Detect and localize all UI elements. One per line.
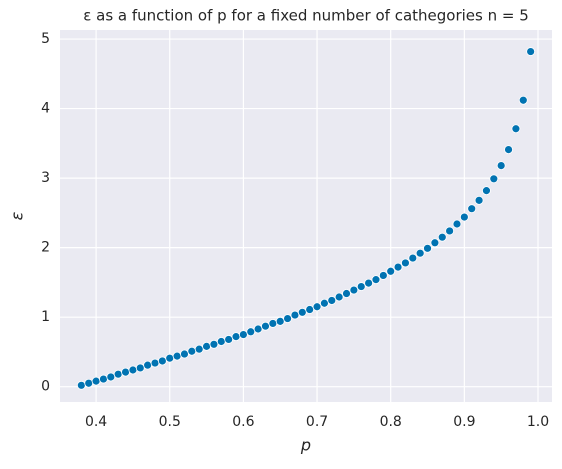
point xyxy=(526,47,536,56)
point xyxy=(231,332,241,342)
point xyxy=(474,195,484,205)
x-tick-label: 0.7 xyxy=(306,414,328,430)
x-tick-label: 0.4 xyxy=(85,414,107,430)
point xyxy=(445,226,455,236)
x-tick-label: 1.0 xyxy=(527,414,549,430)
point xyxy=(209,339,219,349)
point xyxy=(172,351,182,361)
point xyxy=(268,319,278,328)
point xyxy=(415,248,425,258)
point xyxy=(91,376,101,386)
point xyxy=(99,374,108,384)
point xyxy=(430,238,440,248)
y-tick-label: 1 xyxy=(41,309,50,325)
x-axis-label: p xyxy=(300,436,311,455)
point xyxy=(496,161,506,170)
point xyxy=(128,365,138,375)
point xyxy=(312,302,322,312)
chart-title: ε as a function of p for a fixed number … xyxy=(83,7,529,25)
point xyxy=(452,219,462,229)
point xyxy=(489,174,499,184)
point xyxy=(437,232,447,242)
point xyxy=(342,289,351,298)
y-tick-label: 5 xyxy=(41,31,50,47)
point xyxy=(459,212,469,222)
point xyxy=(76,380,86,390)
point xyxy=(386,266,396,276)
point xyxy=(356,282,366,291)
point xyxy=(378,271,388,280)
point xyxy=(135,363,145,373)
y-tick-label: 0 xyxy=(41,379,50,395)
point xyxy=(320,298,329,308)
point xyxy=(202,341,211,351)
point xyxy=(504,145,513,154)
y-tick-label: 3 xyxy=(41,170,50,186)
point xyxy=(261,321,270,331)
point xyxy=(106,372,116,382)
point xyxy=(187,346,197,356)
point xyxy=(482,186,491,196)
point xyxy=(290,310,300,320)
point xyxy=(121,367,130,377)
x-tick-label: 0.5 xyxy=(159,414,181,430)
point xyxy=(305,305,315,314)
point xyxy=(327,296,337,305)
x-tick-label: 0.6 xyxy=(232,414,254,430)
point xyxy=(511,124,521,134)
point xyxy=(283,314,292,323)
point xyxy=(423,243,432,253)
point xyxy=(157,356,167,366)
point xyxy=(393,262,403,272)
point xyxy=(216,337,226,346)
point xyxy=(371,275,381,285)
plot-area xyxy=(60,30,552,402)
point xyxy=(364,278,374,288)
point xyxy=(224,335,234,344)
point xyxy=(150,358,160,368)
point xyxy=(143,360,153,370)
point xyxy=(238,330,248,339)
y-tick-label: 2 xyxy=(41,240,50,256)
point xyxy=(194,344,204,354)
point xyxy=(246,327,256,337)
point xyxy=(165,353,175,363)
x-tick-label: 0.8 xyxy=(380,414,402,430)
point xyxy=(253,324,263,334)
y-tick-label: 4 xyxy=(41,101,50,117)
y-axis-label: ε xyxy=(8,211,27,220)
point xyxy=(84,378,94,388)
x-tick-label: 0.9 xyxy=(453,414,475,430)
point xyxy=(349,285,359,295)
point xyxy=(408,253,418,263)
point xyxy=(180,349,189,359)
point xyxy=(467,204,477,214)
point xyxy=(113,369,123,379)
point xyxy=(297,307,307,317)
point xyxy=(334,292,344,302)
point xyxy=(275,316,285,326)
point xyxy=(518,95,528,105)
point xyxy=(401,258,410,268)
